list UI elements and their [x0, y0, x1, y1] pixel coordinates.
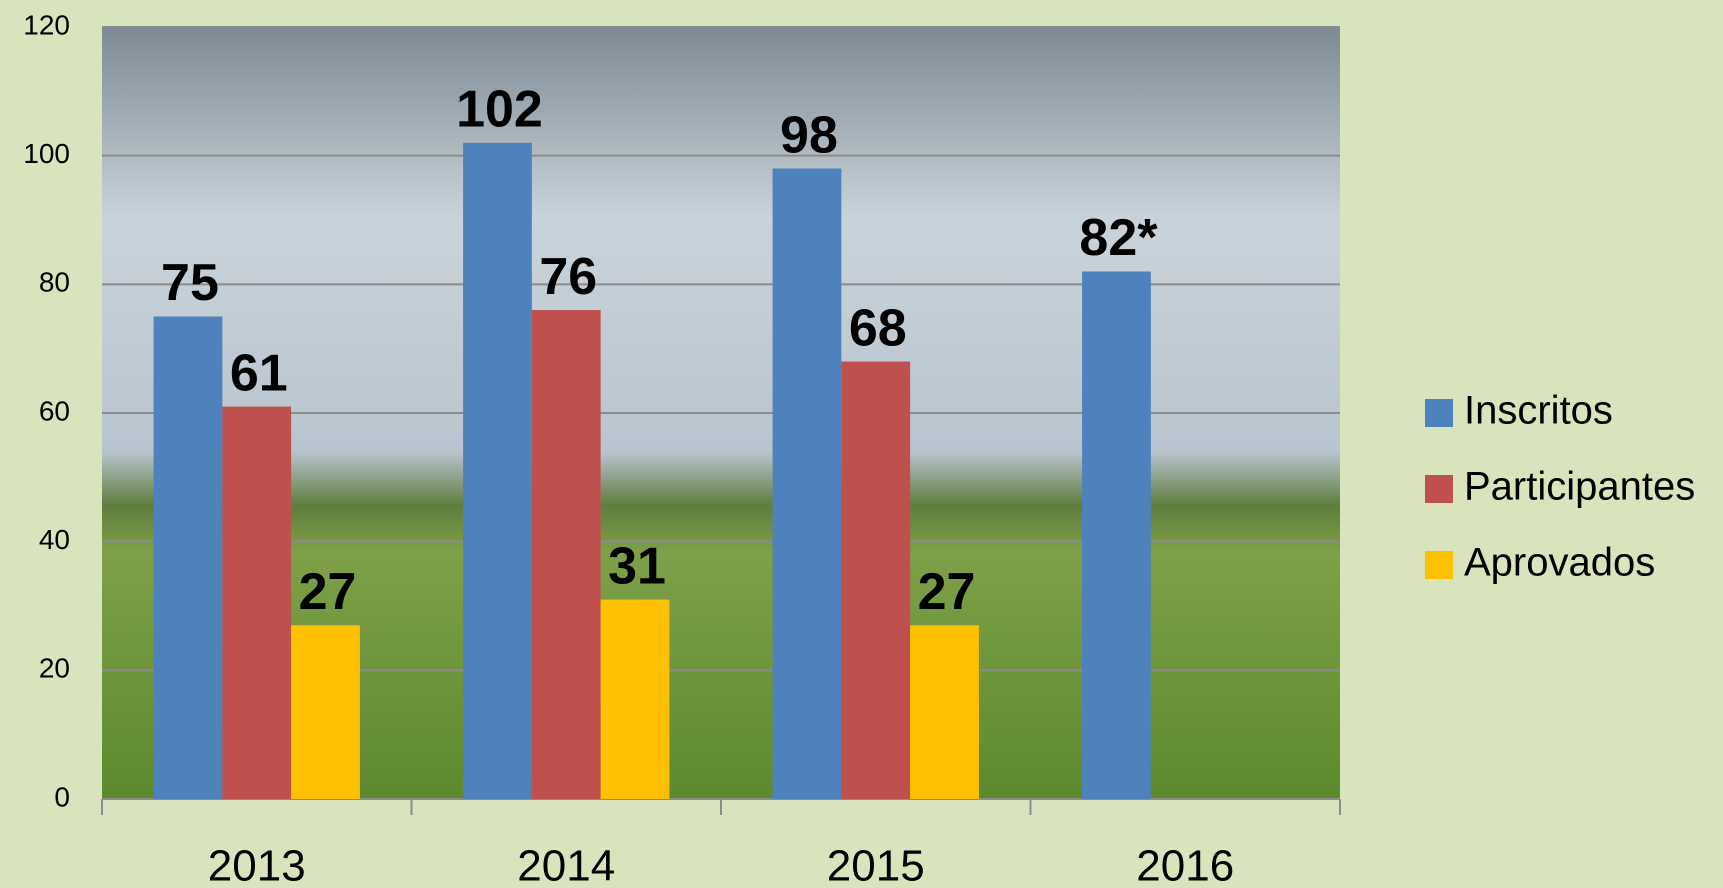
bar — [910, 625, 979, 799]
legend-swatch — [1425, 399, 1453, 427]
value-label: 75 — [161, 254, 219, 312]
bar — [153, 316, 223, 799]
value-label: 27 — [918, 563, 976, 621]
value-label: 82* — [1079, 209, 1158, 267]
y-tick-label: 40 — [39, 524, 70, 555]
legend-label: Participantes — [1464, 465, 1695, 509]
bar — [222, 406, 292, 799]
bar — [531, 310, 601, 799]
y-tick-label: 0 — [54, 781, 70, 812]
value-label: 27 — [299, 563, 357, 621]
y-tick-label: 80 — [39, 267, 70, 298]
x-tick-label: 2014 — [517, 842, 615, 888]
y-tick-label: 120 — [23, 9, 70, 40]
legend-label: Inscritos — [1464, 389, 1613, 433]
value-label: 102 — [456, 81, 543, 139]
x-tick-label: 2013 — [208, 842, 306, 888]
bar — [772, 168, 842, 800]
y-tick-label: 60 — [39, 395, 70, 426]
bar — [291, 625, 360, 799]
legend-swatch — [1425, 475, 1453, 503]
y-tick-label: 20 — [39, 653, 70, 684]
legend-label: Aprovados — [1464, 541, 1655, 585]
x-tick-label: 2016 — [1136, 842, 1234, 888]
bar — [600, 599, 670, 799]
value-label: 31 — [608, 537, 666, 595]
value-label: 68 — [849, 299, 907, 357]
value-label: 98 — [780, 106, 838, 164]
bar — [841, 361, 911, 799]
y-tick-label: 100 — [23, 138, 70, 169]
bar — [463, 142, 532, 800]
value-label: 76 — [539, 248, 597, 306]
value-label: 61 — [230, 344, 288, 402]
bar — [1082, 271, 1151, 799]
x-tick-label: 2015 — [827, 842, 925, 888]
legend-swatch — [1425, 551, 1453, 579]
